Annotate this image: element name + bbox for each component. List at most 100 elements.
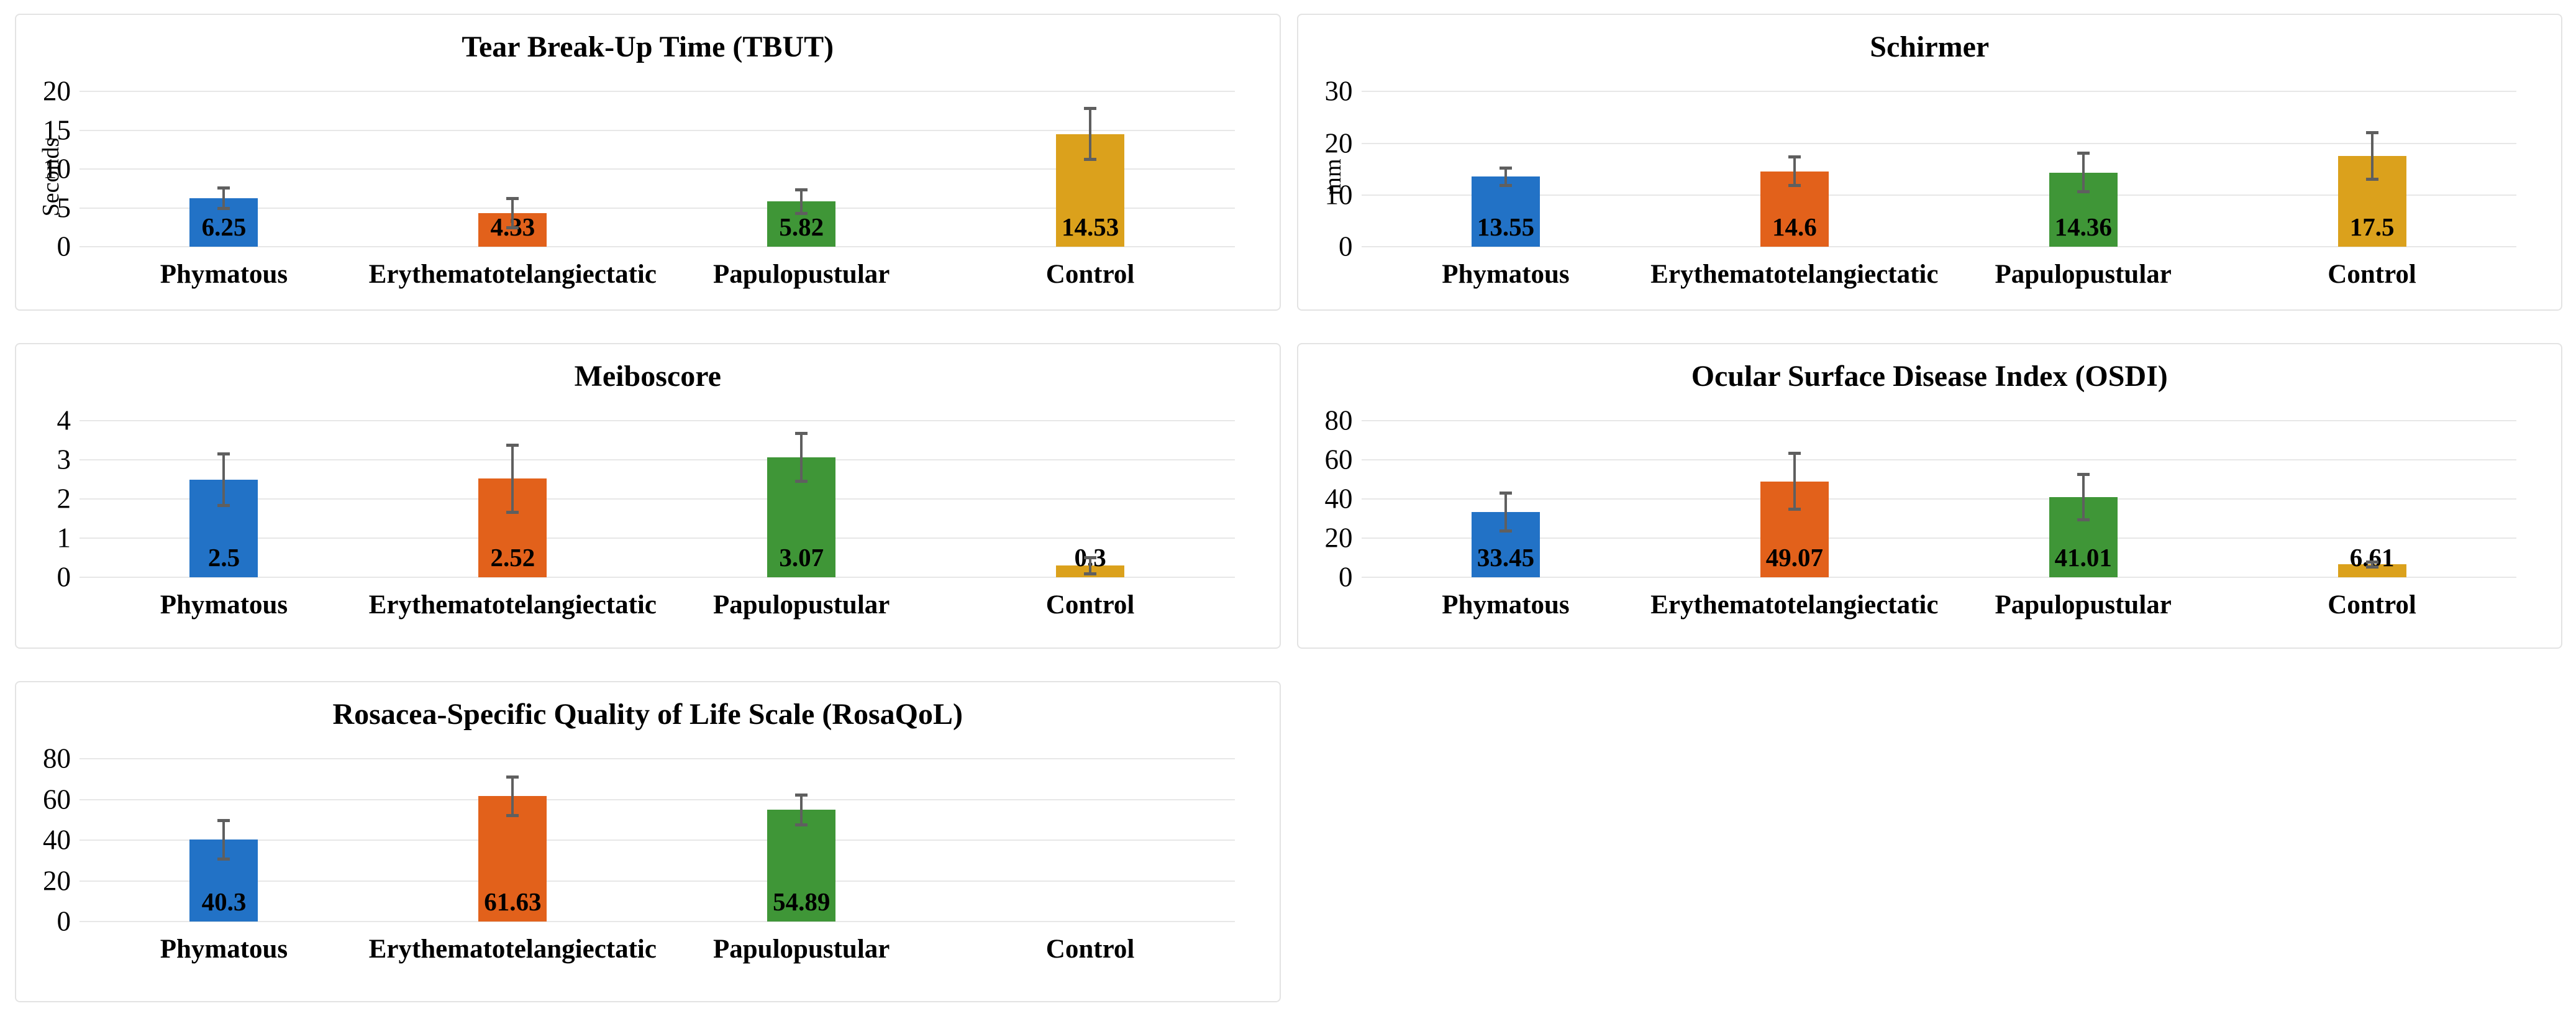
- y-axis-tick-label: 0: [1339, 561, 1353, 593]
- error-bar-cap-bottom: [1084, 572, 1097, 576]
- error-bar: [800, 188, 803, 215]
- error-bar: [222, 818, 225, 861]
- category-label-erythematotelangiectatic: Erythematotelangiectatic: [368, 935, 657, 964]
- category-label-control: Control: [1045, 935, 1135, 964]
- y-axis-tick-label: 3: [57, 444, 71, 475]
- error-bar-cap-top: [2365, 131, 2378, 135]
- error-bar: [800, 431, 803, 483]
- category-axis-rosaqol: Phymatous Erythematotelangiectatic Papulop…: [80, 934, 1235, 974]
- error-bar-cap-top: [2077, 472, 2090, 476]
- error-bar-cap-bottom: [217, 206, 230, 210]
- gridline: [1361, 459, 2516, 461]
- y-axis-title: Seconds: [38, 137, 64, 217]
- category-label-papulopustular: Papulopustular: [713, 590, 890, 620]
- gridline: [1361, 142, 2516, 144]
- y-axis-tick-label: 80: [43, 743, 71, 774]
- category-label-papulopustular: Papulopustular: [1995, 260, 2172, 290]
- bar-papulopustular: 14.36: [2049, 172, 2118, 247]
- error-bar-cap-top: [795, 431, 808, 435]
- bar-control: 17.5: [2337, 156, 2406, 247]
- category-label-erythematotelangiectatic: Erythematotelangiectatic: [1650, 260, 1939, 290]
- error-bar: [1089, 556, 1092, 576]
- error-bar: [511, 775, 514, 818]
- gridline: [1361, 498, 2516, 500]
- gridline: [1361, 91, 2516, 93]
- bar-value-label: 40.3: [201, 887, 247, 917]
- plot-schirmer: 13.55 14.6 14.36 17.5: [1361, 91, 2516, 248]
- error-bar-cap-bottom: [2077, 190, 2090, 193]
- error-bar: [800, 794, 803, 826]
- error-bar-cap-top: [506, 443, 519, 447]
- category-label-papulopustular: Papulopustular: [713, 260, 890, 290]
- plot-area-osdi: 0 20 40 60 80 33.45 49.07 41.01 6.61: [1298, 406, 2516, 591]
- error-bar: [222, 452, 225, 507]
- gridline: [80, 459, 1235, 461]
- error-bar-cap-top: [217, 186, 230, 190]
- error-bar-cap-bottom: [2365, 565, 2378, 569]
- error-bar-cap-top: [2365, 560, 2378, 564]
- bar-value-label: 41.01: [2054, 543, 2112, 572]
- bar-value-label: 2.5: [207, 543, 240, 572]
- bar-value-label: 17.5: [2349, 213, 2395, 242]
- gridline: [80, 246, 1235, 248]
- y-axis-schirmer: 0 10 20 30 mm: [1298, 77, 1362, 260]
- error-bar: [2082, 152, 2085, 193]
- error-bar-cap-top: [795, 794, 808, 797]
- bar-value-label: 13.55: [1477, 213, 1535, 242]
- error-bar-cap-top: [217, 452, 230, 455]
- bar-phymatous: 13.55: [1471, 176, 1540, 247]
- y-axis-tick-label: 60: [43, 784, 71, 815]
- bar-value-label: 3.07: [779, 543, 824, 572]
- gridline: [80, 420, 1235, 422]
- y-axis-tick-label: 0: [1339, 231, 1353, 262]
- error-bar-cap-top: [795, 188, 808, 192]
- gridline: [80, 758, 1235, 760]
- error-bar-cap-top: [1788, 155, 1801, 158]
- error-bar-cap-bottom: [2077, 518, 2090, 522]
- y-axis-title: mm: [1319, 158, 1346, 196]
- chart-title-meiboscore: Meiboscore: [574, 360, 721, 393]
- y-axis-tick-label: 15: [43, 114, 71, 146]
- category-axis-osdi: Phymatous Erythematotelangiectatic Papulop…: [1362, 590, 2517, 629]
- bar-value-label: 2.52: [490, 543, 535, 572]
- y-axis-tick-label: 5: [57, 192, 71, 224]
- bar-value-label: 61.63: [484, 887, 542, 917]
- y-axis-tick-label: 1: [57, 522, 71, 554]
- error-bar: [1793, 155, 1796, 188]
- category-axis-tbut: Phymatous Erythematotelangiectatic Papulop…: [80, 259, 1235, 299]
- error-bar-cap-top: [1084, 556, 1097, 559]
- error-bar: [2082, 472, 2085, 522]
- gridline: [1361, 194, 2516, 196]
- error-bar-cap-bottom: [217, 857, 230, 861]
- category-label-erythematotelangiectatic: Erythematotelangiectatic: [368, 260, 657, 290]
- y-axis-tbut: 0 5 10 15 20 Seconds: [16, 77, 80, 260]
- error-bar: [2370, 560, 2373, 569]
- category-label-control: Control: [2328, 590, 2416, 620]
- category-label-papulopustular: Papulopustular: [713, 935, 890, 964]
- bar-phymatous: 40.3: [189, 839, 258, 922]
- y-axis-tick-label: 10: [43, 153, 71, 185]
- y-axis-tick-label: 2: [57, 483, 71, 515]
- chart-title-schirmer: Schirmer: [1870, 30, 1990, 63]
- y-axis-osdi: 0 20 40 60 80: [1298, 406, 1362, 591]
- y-axis-tick-label: 0: [57, 905, 71, 937]
- chart-panel-meiboscore: Meiboscore012342.52.523.070.3PhymatousEr…: [15, 343, 1281, 649]
- category-label-phymatous: Phymatous: [1442, 590, 1570, 620]
- plot-osdi: 33.45 49.07 41.01 6.61: [1361, 420, 2516, 579]
- gridline: [80, 839, 1235, 841]
- error-bar: [1793, 452, 1796, 511]
- category-label-phymatous: Phymatous: [160, 935, 288, 964]
- error-bar-cap-top: [1788, 452, 1801, 455]
- category-label-phymatous: Phymatous: [1442, 260, 1570, 290]
- y-axis-tick-label: 20: [43, 865, 71, 897]
- bar-value-label: 49.07: [1765, 543, 1823, 572]
- bar-value-label: 5.82: [779, 213, 824, 242]
- error-bar-cap-top: [1499, 491, 1512, 495]
- y-axis-tick-label: 60: [1324, 444, 1353, 475]
- error-bar-cap-bottom: [1788, 184, 1801, 188]
- gridline: [1361, 577, 2516, 579]
- charts-grid: Tear Break-Up Time (TBUT) 0 5 10 15 20 Seconds…: [15, 14, 2562, 1005]
